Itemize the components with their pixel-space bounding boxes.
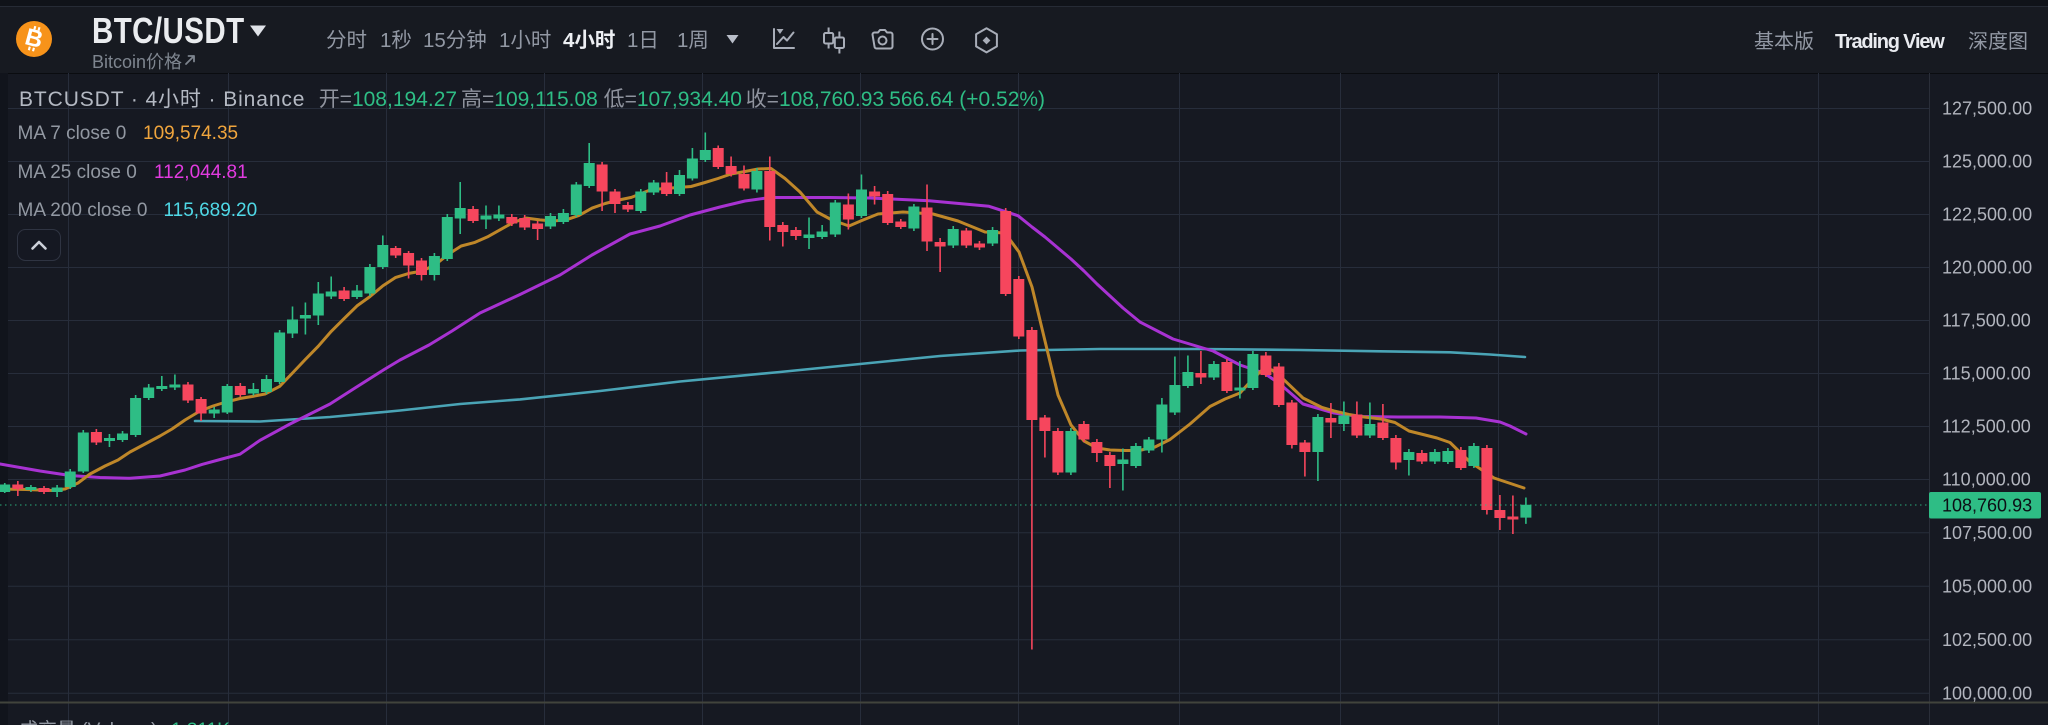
svg-text:115,000.00: 115,000.00 [1942,364,2031,384]
svg-text:B: B [22,24,46,55]
svg-text:127,500.00: 127,500.00 [1942,99,2032,119]
svg-text:100,000.00: 100,000.00 [1942,683,2032,703]
svg-text:112,500.00: 112,500.00 [1942,417,2031,437]
svg-text:102,500.00: 102,500.00 [1942,630,2032,650]
svg-text:125,000.00: 125,000.00 [1942,152,2032,172]
svg-text:122,500.00: 122,500.00 [1942,205,2032,225]
svg-text:120,000.00: 120,000.00 [1942,258,2032,278]
svg-text:110,000.00: 110,000.00 [1942,470,2031,490]
svg-text:105,000.00: 105,000.00 [1942,576,2032,596]
svg-text:108,760.93: 108,760.93 [1942,496,2032,516]
svg-text:107,500.00: 107,500.00 [1942,523,2032,543]
svg-text:117,500.00: 117,500.00 [1942,311,2031,331]
